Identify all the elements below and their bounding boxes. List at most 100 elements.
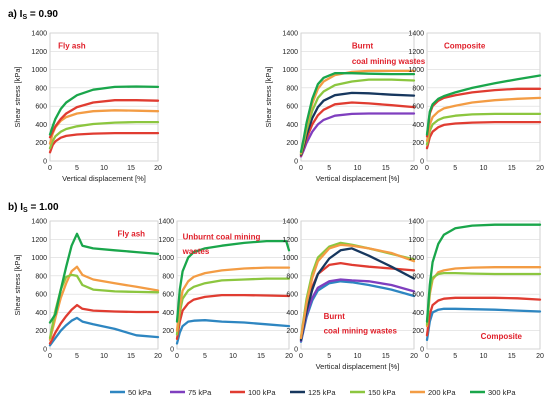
y-tick-label: 800	[412, 273, 424, 280]
legend-item: 75 kPa	[170, 388, 212, 397]
x-tick-label: 0	[175, 353, 179, 360]
x-tick-label: 5	[203, 353, 207, 360]
panel-annotation: Composite	[444, 42, 486, 51]
series-line	[425, 112, 542, 146]
legend-item: 50 kPa	[110, 388, 152, 397]
chart-panel: 0 200 400 600 800 1000 1200 1400 0 5 10 15 20 Composi…	[408, 31, 544, 173]
x-tick-label: 0	[425, 165, 429, 172]
x-tick-label: 20	[410, 165, 418, 172]
y-tick-label: 200	[35, 140, 47, 147]
y-tick-label: 1400	[31, 219, 47, 226]
x-tick-label: 0	[299, 165, 303, 172]
y-tick-label: 1200	[158, 237, 174, 244]
y-tick-label: 400	[412, 310, 424, 317]
series-line	[48, 232, 160, 324]
y-tick-label: 1200	[408, 49, 424, 56]
series-line	[175, 319, 291, 345]
y-tick-label: 400	[35, 310, 47, 317]
series-line	[299, 247, 416, 342]
x-tick-label: 15	[257, 353, 265, 360]
series-line	[175, 293, 291, 341]
y-tick-label: 0	[170, 347, 174, 354]
panel-annotation: Unburnt coal mining	[183, 232, 261, 241]
y-tick-label: 1400	[282, 31, 298, 38]
series-line	[299, 72, 416, 154]
series-line	[48, 265, 160, 342]
panel-annotation: Fly ash	[118, 230, 146, 239]
y-tick-label: 400	[162, 310, 174, 317]
x-tick-label: 10	[480, 353, 488, 360]
y-tick-label: 200	[286, 140, 298, 147]
y-tick-label: 1200	[282, 49, 298, 56]
y-tick-label: 800	[35, 85, 47, 92]
legend-item: 150 kPa	[350, 388, 396, 397]
panel-annotation: coal mining wastes	[324, 326, 398, 335]
x-tick-label: 0	[425, 353, 429, 360]
chart-panel: 0 200 400 600 800 1000 1200 1400 0 5 10 15 20 Burnt co…	[282, 219, 418, 372]
legend: 50 kPa 75 kPa 100 kPa 125 kPa 150 kPa 200 kPa…	[110, 388, 516, 397]
series-line	[425, 120, 542, 150]
y-tick-label: 0	[294, 159, 298, 166]
x-tick-label: 15	[127, 165, 135, 172]
y-tick-label: 800	[162, 273, 174, 280]
y-tick-label: 1400	[282, 219, 298, 226]
y-tick-label: 600	[412, 104, 424, 111]
x-tick-label: 15	[508, 353, 516, 360]
y-tick-label: 200	[412, 328, 424, 335]
x-tick-label: 10	[100, 165, 108, 172]
legend-label: 125 kPa	[308, 388, 336, 397]
legend-label: 200 kPa	[428, 388, 456, 397]
x-tick-label: 5	[453, 353, 457, 360]
y-tick-label: 1400	[408, 31, 424, 38]
y-tick-label: 1000	[408, 255, 424, 262]
series-line	[48, 85, 160, 136]
series-line	[48, 316, 160, 347]
y-tick-label: 1200	[31, 49, 47, 56]
y-tick-label: 0	[294, 347, 298, 354]
series-line	[175, 266, 291, 332]
series-line	[425, 74, 542, 136]
y-tick-label: 600	[286, 292, 298, 299]
chart-panel: 0 200 400 600 800 1000 1200 1400 0 5 10 15 20 Unburnt…	[158, 219, 293, 361]
legend-item: 300 kPa	[470, 388, 516, 397]
y-tick-label: 200	[35, 328, 47, 335]
chart-panel: 0 200 400 600 800 1000 1200 1400 0 5 10 15 20 Fly ash…	[13, 219, 162, 361]
y-tick-label: 1000	[282, 255, 298, 262]
x-tick-label: 20	[154, 353, 162, 360]
y-tick-label: 1400	[158, 219, 174, 226]
y-tick-label: 400	[412, 122, 424, 129]
y-tick-label: 800	[286, 85, 298, 92]
y-tick-label: 200	[286, 328, 298, 335]
x-tick-label: 10	[354, 165, 362, 172]
y-tick-label: 400	[286, 122, 298, 129]
chart-panel: 0 200 400 600 800 1000 1200 1400 0 5 10 15 20 Burnt co…	[264, 31, 426, 184]
y-tick-label: 1200	[408, 237, 424, 244]
x-tick-label: 5	[75, 165, 79, 172]
y-tick-label: 1000	[282, 67, 298, 74]
y-tick-label: 800	[35, 273, 47, 280]
series-line	[299, 243, 416, 340]
x-tick-label: 20	[536, 165, 544, 172]
y-tick-label: 0	[43, 159, 47, 166]
plot-frame	[426, 220, 541, 350]
y-tick-label: 1000	[408, 67, 424, 74]
y-tick-label: 1200	[31, 237, 47, 244]
x-tick-label: 5	[453, 165, 457, 172]
y-tick-label: 200	[162, 328, 174, 335]
y-tick-label: 1400	[408, 219, 424, 226]
series-line	[425, 296, 542, 337]
x-tick-label: 5	[327, 353, 331, 360]
y-tick-label: 1000	[31, 255, 47, 262]
legend-item: 125 kPa	[290, 388, 336, 397]
series-line	[425, 96, 542, 143]
y-tick-label: 1400	[31, 31, 47, 38]
panel-annotation: Burnt	[324, 312, 346, 321]
series-line	[48, 99, 160, 139]
y-tick-label: 0	[420, 159, 424, 166]
x-tick-label: 10	[100, 353, 108, 360]
series-line	[175, 239, 291, 323]
legend-item: 200 kPa	[410, 388, 456, 397]
series-line	[48, 109, 160, 145]
